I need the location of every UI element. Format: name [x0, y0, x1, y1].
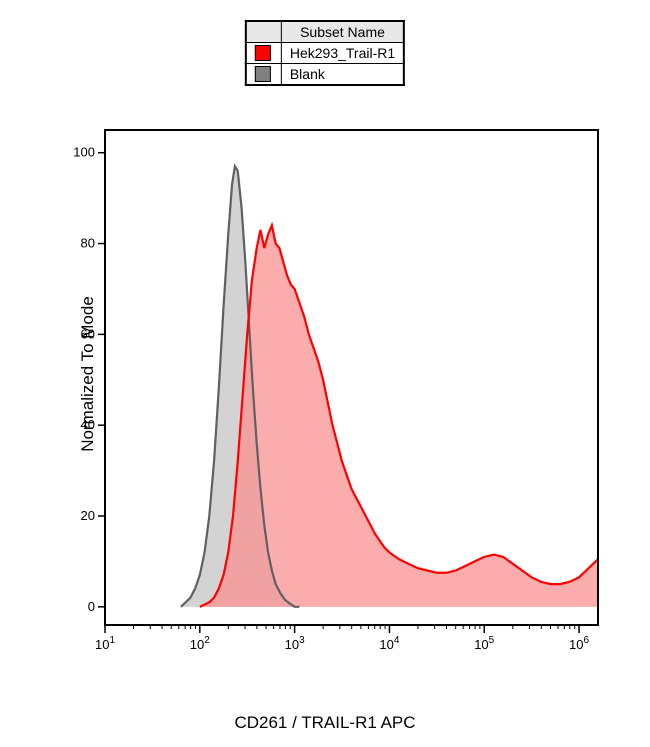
legend-label-1: Blank: [281, 64, 404, 86]
legend-label-0: Hek293_Trail-R1: [281, 43, 404, 64]
svg-text:104: 104: [379, 635, 399, 652]
legend-table: Subset Name Hek293_Trail-R1 Blank: [245, 20, 405, 86]
chart-area: 0 20 40 60 80 100 101 102 103 104 105 106: [50, 120, 610, 680]
svg-text:20: 20: [81, 508, 95, 523]
svg-text:100: 100: [73, 145, 95, 160]
svg-text:80: 80: [81, 236, 95, 251]
svg-text:101: 101: [95, 635, 115, 652]
svg-text:103: 103: [285, 635, 305, 652]
svg-text:60: 60: [81, 326, 95, 341]
svg-text:40: 40: [81, 417, 95, 432]
flow-histogram: 0 20 40 60 80 100 101 102 103 104 105 106: [50, 120, 610, 680]
legend-row: Blank: [246, 64, 404, 86]
svg-text:106: 106: [569, 635, 589, 652]
svg-text:0: 0: [88, 599, 95, 614]
x-axis-label: CD261 / TRAIL-R1 APC: [234, 713, 415, 733]
legend-header: Subset Name: [281, 21, 404, 43]
legend-row: Hek293_Trail-R1: [246, 43, 404, 64]
legend-swatch-1: [255, 66, 271, 82]
svg-text:105: 105: [474, 635, 494, 652]
svg-text:102: 102: [190, 635, 210, 652]
legend-swatch-0: [255, 45, 271, 61]
